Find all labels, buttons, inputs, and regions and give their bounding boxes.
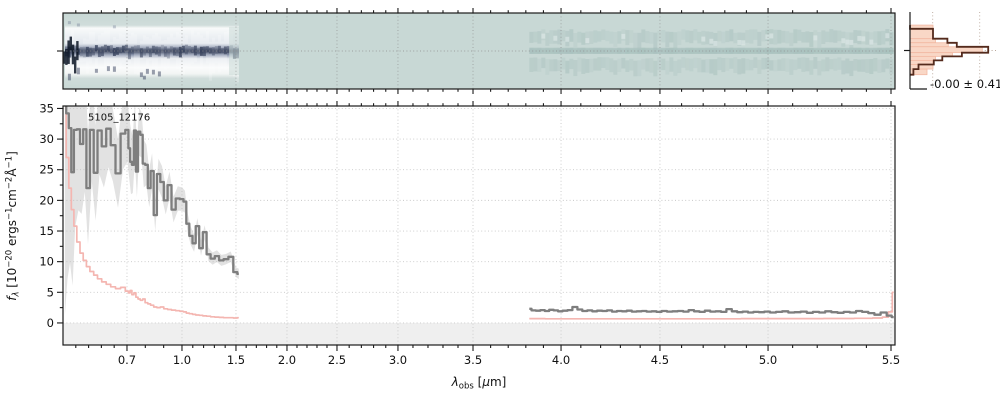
residual-histogram-panel — [904, 12, 996, 90]
x-tick-label: 5.0 — [759, 353, 777, 367]
error-spectrum-blue — [64, 107, 239, 319]
main-spine — [62, 105, 896, 346]
y-tick-label: 15 — [39, 224, 54, 238]
main-gridlines — [63, 106, 895, 345]
x-tick-label: 1.0 — [173, 353, 191, 367]
y-tick-label: 20 — [39, 193, 54, 207]
y-axis-label-text: fλ [10−20 ergs−1cm−2Å−1] — [4, 151, 22, 301]
spectrum-2d-ticks — [57, 8, 892, 94]
spectrum-2d-panel — [57, 8, 896, 94]
x-tick-label: 2.5 — [328, 353, 346, 367]
x-tick-label: 4.0 — [552, 353, 570, 367]
x-tick-label: 5.5 — [882, 353, 900, 367]
x-tick-label: 2.0 — [278, 353, 296, 367]
object-id-label: 5105_12176 — [88, 113, 150, 124]
y-tick-label: 30 — [39, 132, 54, 146]
main-data-layer — [64, 106, 894, 320]
x-tick-label: 4.5 — [651, 353, 669, 367]
y-tick-label: 35 — [39, 101, 54, 115]
error-spectrum-red — [529, 291, 894, 320]
y-tick-label: 10 — [39, 255, 54, 269]
flux-spectrum-red — [529, 305, 894, 319]
x-tick-label: 3.5 — [464, 353, 482, 367]
histogram-stats-annotation: -0.00 ± 0.41 — [930, 77, 1000, 91]
main-tick-labels: 0.7 1.0 1.5 2.0 2.5 3.0 3.5 4.0 4.5 5.0 5.5 0 5 10 15 2… — [39, 101, 900, 367]
y-tick-label: 25 — [39, 163, 54, 177]
spectrum-1d-panel: 0.7 1.0 1.5 2.0 2.5 3.0 3.5 4.0 4.5 5.0 5.5 0 5 10 15 2… — [39, 101, 900, 367]
histogram-data-outline — [909, 25, 990, 76]
histogram-reference-fill — [909, 24, 983, 76]
x-axis-label: λobs [μm] — [451, 375, 507, 392]
x-tick-label: 1.5 — [227, 353, 245, 367]
y-axis-label: fλ [10−20 ergs−1cm−2Å−1] — [4, 151, 22, 301]
below-zero-shading — [63, 322, 895, 345]
x-tick-label: 0.7 — [118, 353, 136, 367]
y-tick-label: 0 — [47, 316, 54, 330]
uncertainty-band — [64, 106, 239, 315]
histogram-spine — [904, 12, 927, 90]
spectrum-2d-gridlines — [63, 13, 895, 89]
flux-spectrum-blue — [65, 106, 239, 276]
trace-segment-red-core — [529, 48, 894, 54]
y-tick-label: 5 — [47, 285, 54, 299]
x-tick-label: 3.0 — [389, 353, 407, 367]
main-ticks — [57, 101, 892, 351]
